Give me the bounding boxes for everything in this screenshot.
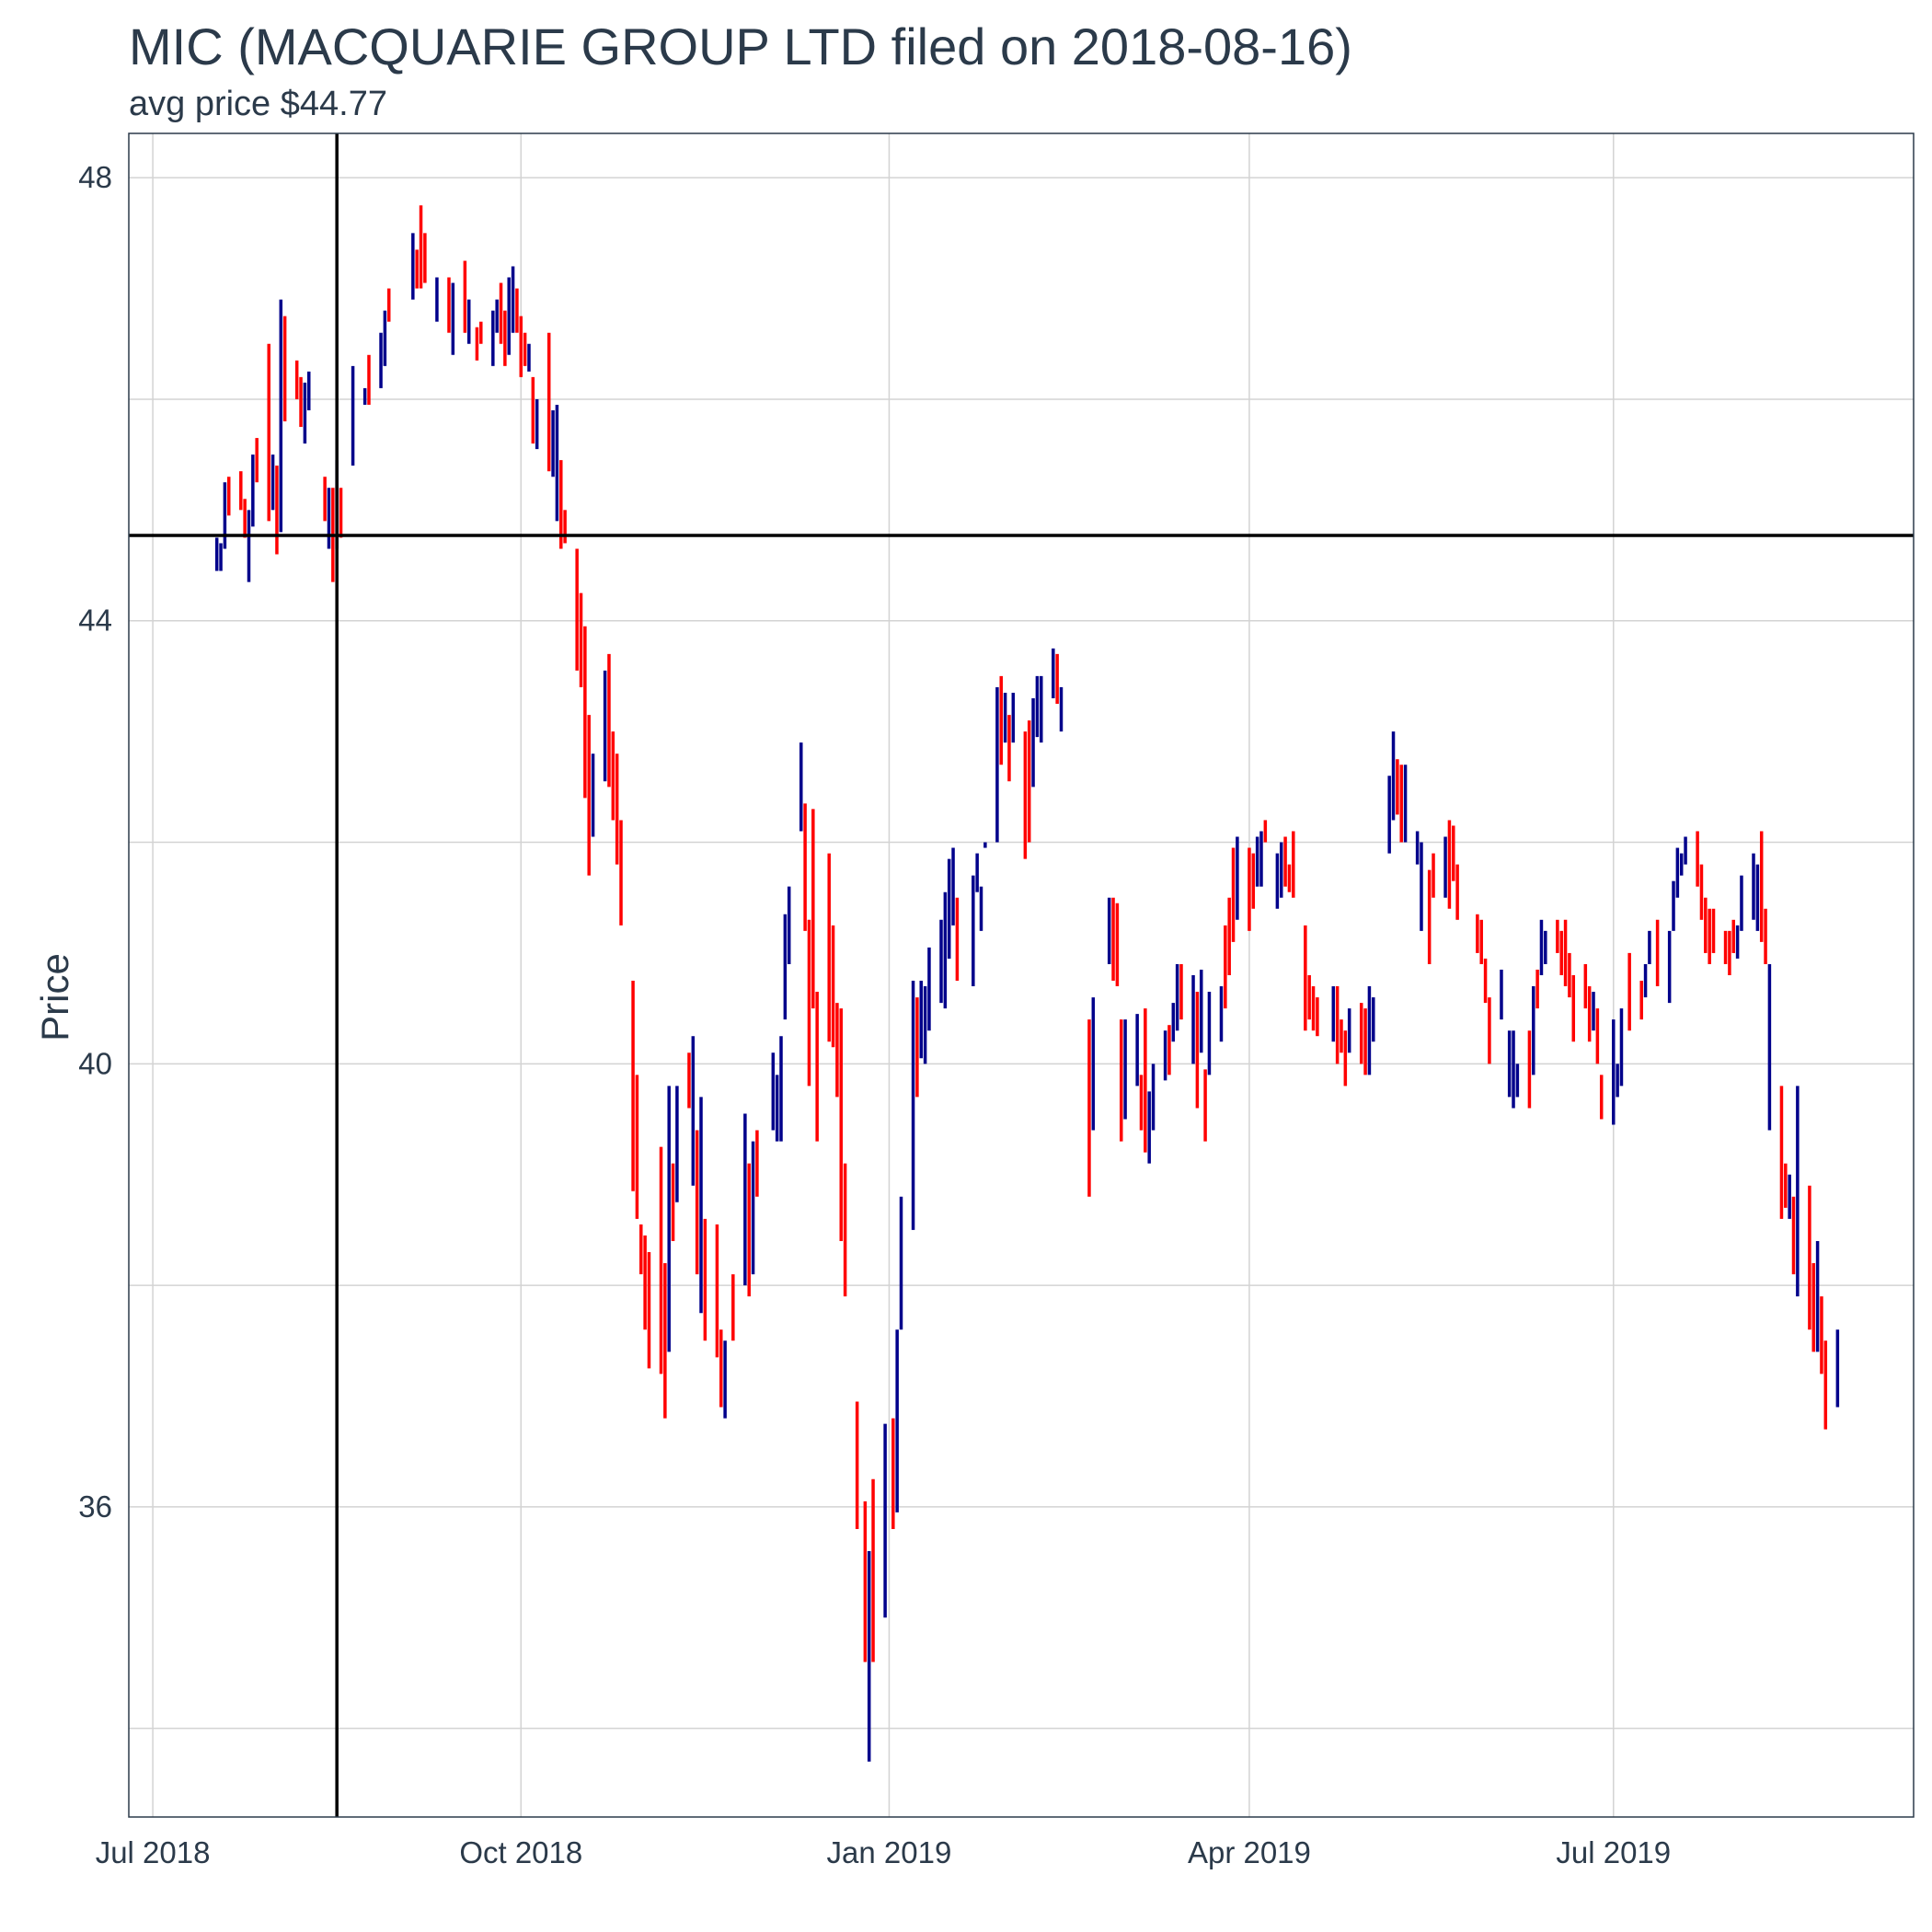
x-tick-label: Jul 2018 [96, 1835, 211, 1869]
y-tick-label: 44 [78, 604, 112, 638]
axis-labels: 36 40 44 48 Jul 2018 Oct 2018 Jan 2019 Apr 2019… [78, 160, 1671, 1869]
y-tick-label: 48 [78, 160, 112, 194]
x-tick-label: Jul 2019 [1556, 1835, 1671, 1869]
grid-layer [129, 133, 1914, 1817]
plot-panel-border [128, 132, 1915, 1818]
x-tick-label: Apr 2019 [1188, 1835, 1311, 1869]
chart-subtitle: avg price $44.77 [129, 85, 387, 123]
x-tick-label: Jan 2019 [827, 1835, 952, 1869]
y-tick-label: 40 [78, 1046, 112, 1080]
chart-title: MIC (MACQUARIE GROUP LTD filed on 2018-0… [129, 17, 1352, 75]
reference-lines [129, 133, 1914, 1817]
y-tick-label: 36 [78, 1489, 112, 1524]
price-bars [214, 205, 1840, 1762]
x-tick-label: Oct 2018 [459, 1835, 582, 1869]
